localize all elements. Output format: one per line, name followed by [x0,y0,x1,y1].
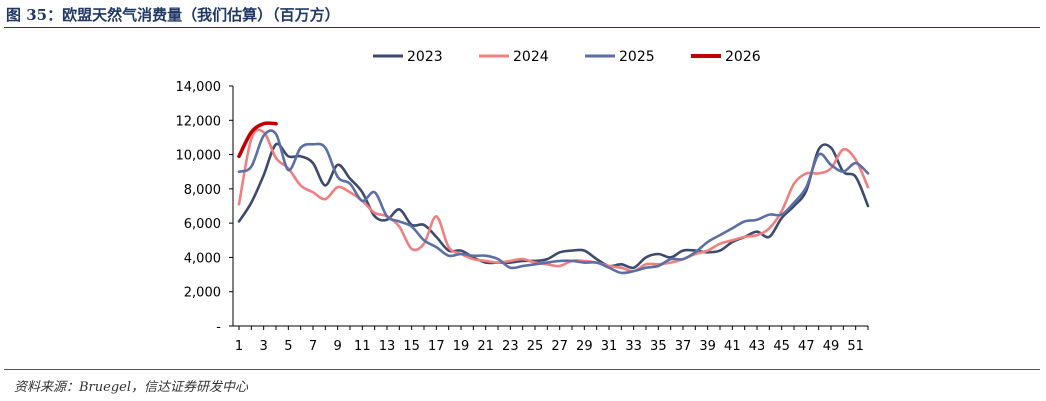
x-tick-label: 45 [773,339,790,354]
x-tick-label: 31 [601,339,618,354]
figure-title: 图 35：欧盟天然气消费量（我们估算）（百万方） [6,6,340,24]
x-tick-label: 29 [576,339,593,354]
series-line-2024 [237,128,870,273]
x-tick-label: 47 [798,339,815,354]
x-tick-label: 13 [379,339,396,354]
x-tick-label: 35 [650,339,667,354]
x-tick-label: 39 [699,339,716,354]
x-tick-label: 1 [235,339,243,354]
x-tick-label: 5 [284,339,292,354]
x-tick-label: 7 [309,339,317,354]
source-divider [4,369,1040,370]
legend-label-2025: 2025 [619,49,655,65]
x-tick-label: 37 [675,339,692,354]
title-divider [4,27,1040,28]
x-tick-label: 21 [477,339,494,354]
x-tick-label: 17 [428,339,445,354]
series-line-2025 [237,129,870,275]
legend-label-2023: 2023 [407,49,443,65]
series-line-2026 [237,121,278,159]
x-tick-label: 49 [823,339,840,354]
x-tick-label: 43 [749,339,766,354]
y-tick-label: 14,000 [176,80,222,95]
series-line-2023 [237,142,870,270]
x-tick-label: 23 [502,339,519,354]
y-tick-label: 10,000 [176,149,222,164]
y-tick-label: 2,000 [184,286,221,301]
y-tick-label: 4,000 [184,251,221,266]
y-tick-label: - [216,320,221,335]
x-tick-label: 15 [403,339,420,354]
legend-label-2026: 2026 [725,49,761,65]
x-tick-label: 41 [724,339,741,354]
chart-axes: - 2,000 4,000 6,000 8,000 10,000 12,000 14,000 1… [176,80,869,354]
x-tick-label: 11 [354,339,371,354]
x-tick-label: 33 [625,339,642,354]
x-tick-label: 9 [334,339,342,354]
chart-legend: 2023 2024 2025 2026 [373,49,761,65]
x-tick-label: 19 [453,339,470,354]
legend-label-2024: 2024 [513,49,549,65]
source-note: 资料来源：Bruegel，信达证券研发中心 [14,380,249,395]
y-tick-label: 8,000 [184,183,221,198]
x-tick-label: 25 [527,339,544,354]
series-layer [237,121,870,275]
x-tick-label: 3 [260,339,268,354]
y-tick-label: 6,000 [184,217,221,232]
x-tick-label: 27 [551,339,568,354]
y-tick-label: 12,000 [176,114,222,129]
x-tick-label: 51 [847,339,864,354]
